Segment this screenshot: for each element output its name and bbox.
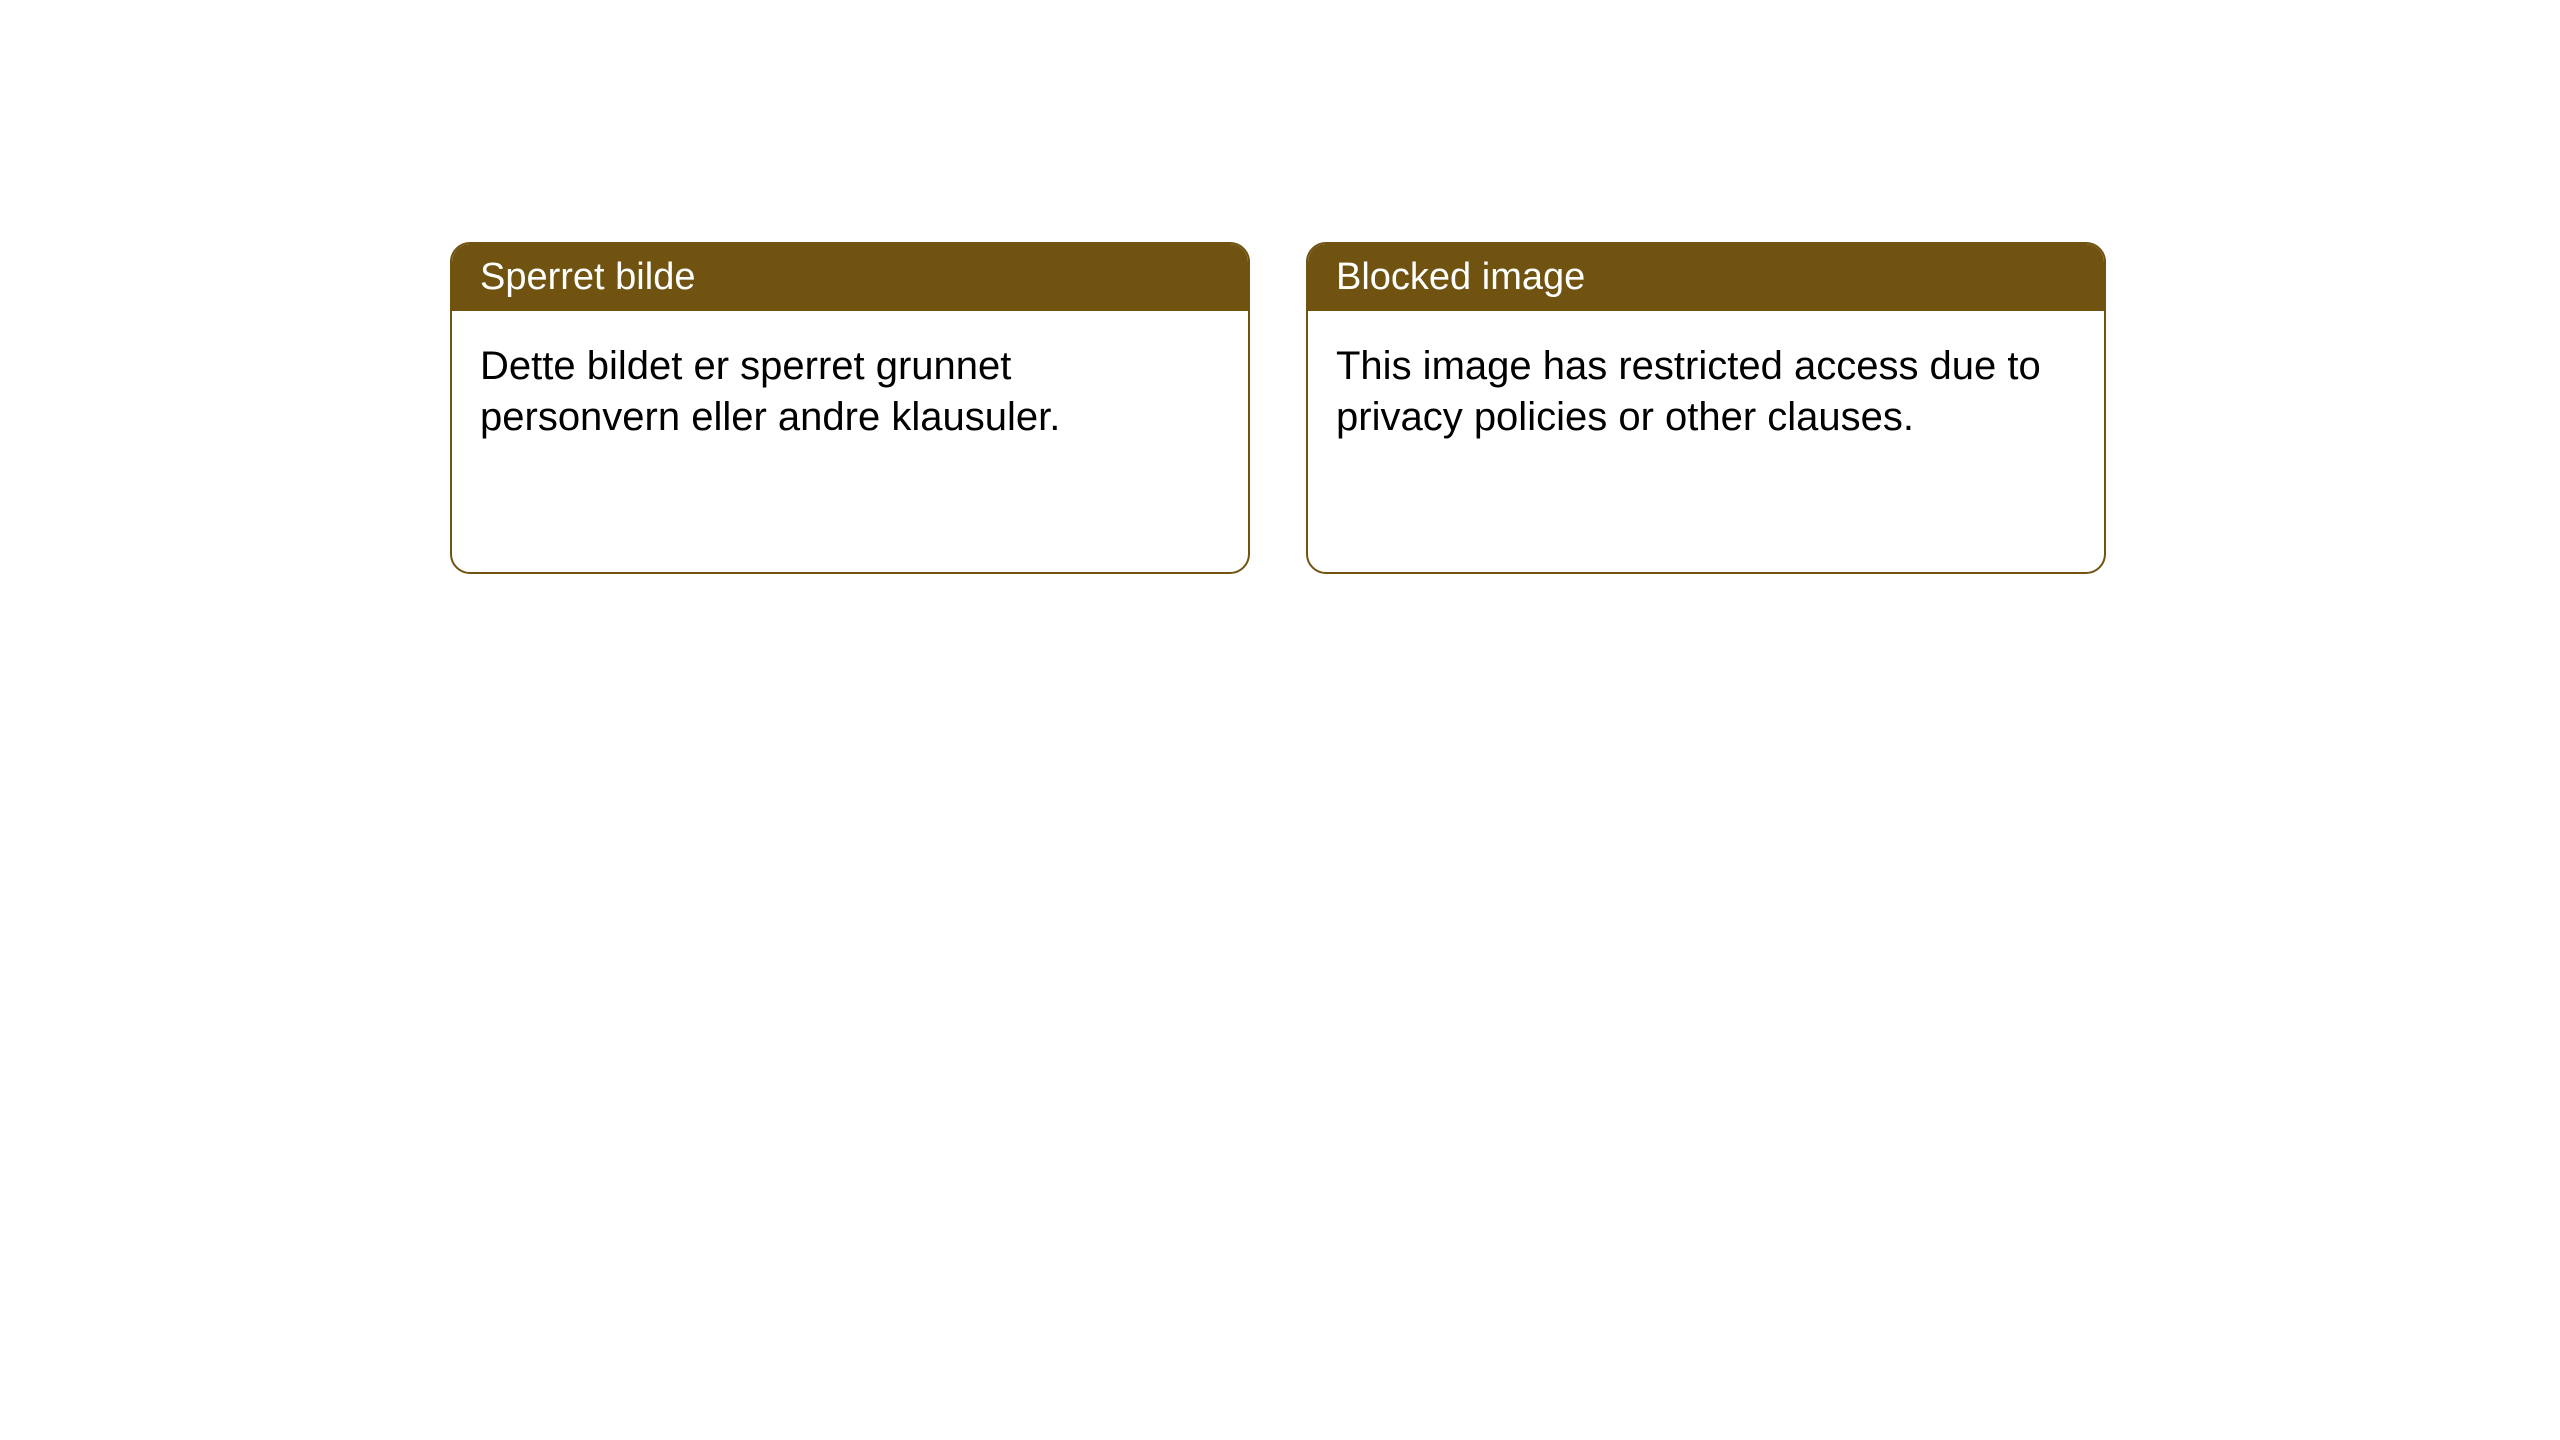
blocked-image-card-no: Sperret bilde Dette bildet er sperret gr… [450,242,1250,574]
card-body: Dette bildet er sperret grunnet personve… [452,311,1248,473]
card-header: Blocked image [1308,244,2104,311]
notice-container: Sperret bilde Dette bildet er sperret gr… [0,0,2560,574]
card-title: Sperret bilde [480,256,695,298]
card-body-text: This image has restricted access due to … [1336,344,2041,439]
card-body: This image has restricted access due to … [1308,311,2104,473]
card-header: Sperret bilde [452,244,1248,311]
card-title: Blocked image [1336,256,1585,298]
card-body-text: Dette bildet er sperret grunnet personve… [480,344,1060,439]
blocked-image-card-en: Blocked image This image has restricted … [1306,242,2106,574]
